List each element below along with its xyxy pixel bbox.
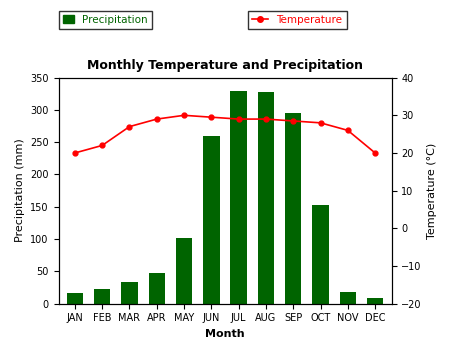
Title: Monthly Temperature and Precipitation: Monthly Temperature and Precipitation [87,59,363,72]
Bar [312,205,328,304]
Bar [285,113,302,304]
Bar [148,273,165,304]
Bar [367,298,383,304]
X-axis label: Month: Month [205,329,245,339]
Legend: Precipitation: Precipitation [59,11,152,29]
Y-axis label: Precipitation (mm): Precipitation (mm) [14,139,25,243]
Bar [94,289,110,304]
Bar [67,293,83,304]
Bar [203,136,220,304]
Bar [340,292,356,304]
Bar [230,91,247,304]
Bar [122,282,138,304]
Y-axis label: Temperature (°C): Temperature (°C) [428,143,437,239]
Legend: Temperature: Temperature [248,11,346,29]
Bar [176,238,192,304]
Bar [258,92,274,304]
